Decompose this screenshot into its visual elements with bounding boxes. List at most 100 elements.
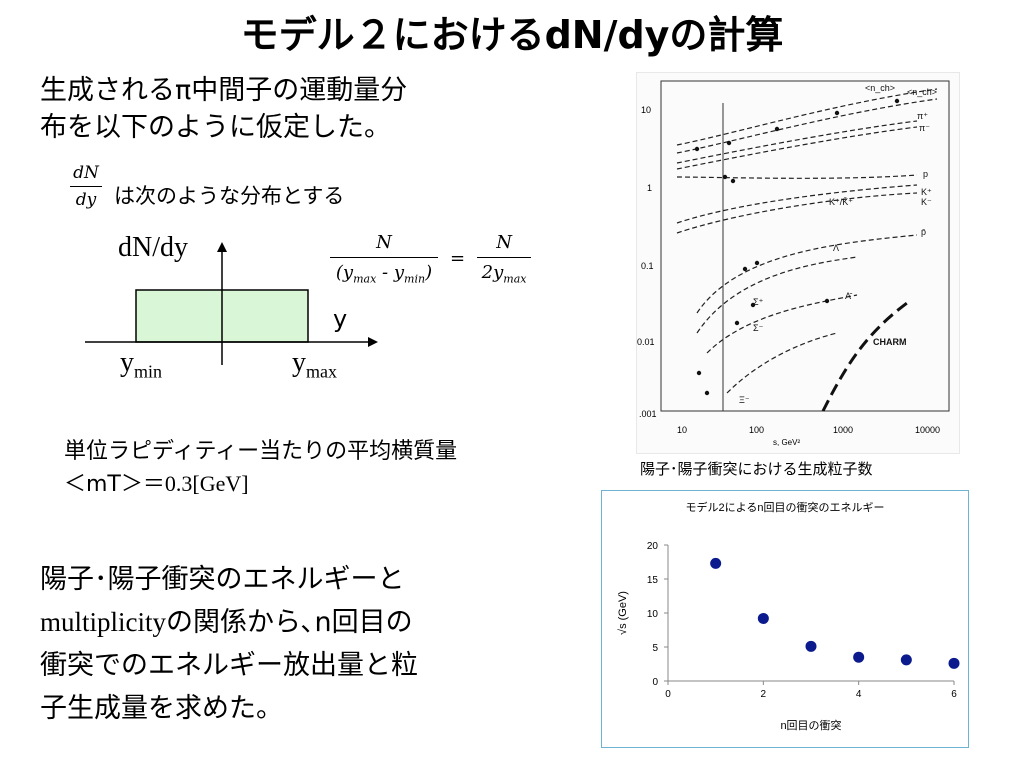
- chart-ytick-label: 10: [647, 609, 659, 620]
- chart-point-1: [710, 557, 722, 569]
- fig-ytick-1: 1: [647, 183, 652, 193]
- dndy-fraction: dN dy: [70, 163, 102, 210]
- label-k-plus: K⁺: [921, 187, 932, 197]
- fig-point: [824, 298, 830, 304]
- label-kkbar: K⁺/K̄⁺: [829, 197, 853, 207]
- intro-text: 生成されるπ中間子の運動量分 布を以下のように仮定した。: [40, 72, 407, 146]
- label-charm: CHARM: [873, 337, 907, 347]
- fig-point: [694, 146, 700, 152]
- eq-lhs-bar: [330, 257, 438, 258]
- curve-p: [676, 174, 918, 179]
- energy-line-3: 衝突でのエネルギー放出量と粒: [40, 650, 418, 681]
- rapidity-mt: ＜mT＞＝: [64, 472, 165, 497]
- chart-xtick-label: 2: [761, 689, 767, 700]
- rapidity-text: 単位ラピディティー当たりの平均横質量 ＜mT＞＝0.3[GeV]: [64, 436, 457, 501]
- fig-point: [754, 260, 760, 266]
- fig-xlabel: s, GeV²: [773, 438, 800, 447]
- fig-point: [734, 320, 740, 326]
- eq-equals: =: [450, 248, 466, 270]
- fig-ytick-10: 10: [641, 105, 651, 115]
- eq-rhs-bar: [477, 257, 532, 258]
- ymin-label: ymin: [120, 347, 162, 383]
- eq-den-sub2: min: [404, 272, 426, 286]
- fig-xtick-1000: 1000: [833, 425, 853, 435]
- chart-ytick-label: 5: [652, 643, 658, 654]
- curve-pbar: [696, 234, 918, 314]
- chart-ytick-label: 20: [647, 541, 659, 552]
- chart-xlabel: n回目の衝突: [780, 718, 841, 732]
- energy-line-1: 陽子･陽子衝突のエネルギーと: [40, 564, 405, 595]
- label-nch1: <n_ch>: [865, 83, 895, 93]
- equation: N (ymax - ymin) = N 2ymax: [330, 232, 532, 286]
- eq-rhs-den-main: 2y: [481, 262, 504, 283]
- rapidity-line-1: 単位ラピディティー当たりの平均横質量: [64, 439, 458, 464]
- chart-title: モデル2によるn回目の衝突のエネルギー: [686, 500, 885, 514]
- chart-point-3: [805, 640, 817, 652]
- energy-multiplicity: multiplicity: [40, 607, 166, 637]
- ymax-label: ymax: [292, 347, 337, 383]
- figure-plot-frame: [660, 80, 950, 412]
- energy-chart-box: モデル2によるn回目の衝突のエネルギー √s (GeV) n回目の衝突 0 5 10…: [601, 490, 969, 748]
- curve-k: [676, 184, 918, 224]
- ymin-main: y: [120, 347, 134, 378]
- chart-points: [710, 557, 960, 669]
- box-x-axis-label: y: [333, 305, 348, 333]
- chart-ytick-label: 0: [652, 677, 658, 688]
- y-axis-arrow: [217, 242, 227, 252]
- energy-line-2: multiplicityの関係から､n回目の: [40, 601, 418, 644]
- box-distribution-diagram: [85, 242, 378, 365]
- rapidity-value: 0.3[GeV]: [164, 471, 249, 496]
- scanned-figure: 10 1 0.1 0.01 .001 10 100 1000 10000 s, …: [636, 72, 960, 454]
- fig-ytick-0.001: .001: [639, 409, 657, 419]
- figure-caption: 陽子･陽子衝突における生成粒子数: [640, 460, 873, 478]
- eq-lhs-den: (ymax - ymin): [330, 262, 438, 286]
- frac-bar: [70, 186, 102, 187]
- curve-k2: [676, 192, 918, 234]
- fig-ytick-0.01: 0.01: [637, 337, 655, 347]
- energy-paragraph: 陽子･陽子衝突のエネルギーと multiplicityの関係から､n回目の 衝突…: [40, 558, 418, 730]
- label-p: p: [923, 169, 928, 179]
- fig-curves: [676, 88, 938, 394]
- eq-den-sub1: max: [353, 272, 377, 286]
- label-nch2: <n_ch>: [907, 87, 937, 97]
- fig-point: [834, 110, 840, 116]
- fig-xtick-100: 100: [749, 425, 764, 435]
- fig-data-points: [694, 98, 900, 396]
- fig-point: [726, 140, 732, 146]
- label-lambdabar: Λ̄: [845, 291, 853, 301]
- curve-lambda: [696, 256, 858, 334]
- intro-line-2: 布を以下のように仮定した。: [40, 112, 391, 143]
- fig-ytick-0.1: 0.1: [641, 261, 654, 271]
- chart-ticks: 0 5 10 15 20 0 2 4 6: [647, 541, 957, 700]
- energy-line-2-rest: の関係から､n回目の: [166, 607, 413, 638]
- box-y-axis-label: dN/dy: [118, 232, 188, 263]
- fig-point: [730, 178, 736, 184]
- label-lambda: Λ: [833, 243, 839, 253]
- label-pbar: p̄: [921, 227, 926, 237]
- fig-point: [704, 390, 710, 396]
- intro-line-1: 生成されるπ中間子の運動量分: [40, 75, 408, 106]
- chart-ylabel: √s (GeV): [617, 591, 629, 635]
- eq-den-open: (y: [335, 262, 354, 283]
- label-sigma-plus: Σ⁺: [753, 297, 764, 307]
- eq-rhs-num: N: [496, 232, 512, 253]
- distribution-text: は次のような分布とする: [114, 184, 345, 208]
- chart-xtick-label: 6: [951, 689, 957, 700]
- eq-rhs-den-sub: max: [503, 272, 527, 286]
- eq-rhs: N 2ymax: [477, 232, 532, 286]
- curve-pi-minus: [676, 126, 918, 170]
- curve-pi-plus: [676, 120, 918, 164]
- chart-point-4: [853, 651, 865, 663]
- curve-nch2: [676, 98, 938, 154]
- chart-point-2: [757, 612, 769, 624]
- label-sigma-minus: Σ⁻: [753, 323, 764, 333]
- chart-ytick-label: 15: [647, 575, 659, 586]
- label-pi-minus: π⁻: [919, 123, 930, 133]
- fig-point: [750, 302, 756, 308]
- rapidity-line-2: ＜mT＞＝0.3[GeV]: [64, 468, 457, 501]
- curve-charm: [821, 301, 908, 412]
- label-k-minus: K⁻: [921, 197, 932, 207]
- fig-xtick-10: 10: [677, 425, 687, 435]
- fig-point: [722, 174, 728, 180]
- chart-xtick-label: 0: [665, 689, 671, 700]
